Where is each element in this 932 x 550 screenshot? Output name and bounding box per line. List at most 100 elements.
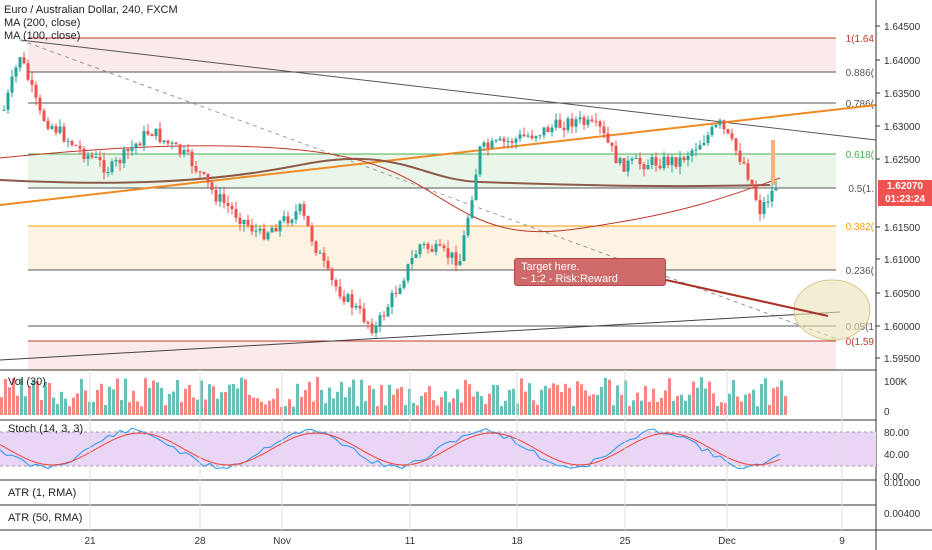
candle-body[interactable] — [118, 160, 122, 164]
candle-body[interactable] — [378, 315, 382, 326]
candle-body[interactable] — [182, 150, 186, 155]
candle-body[interactable] — [774, 188, 778, 191]
candle-body[interactable] — [602, 126, 606, 134]
candle-body[interactable] — [238, 217, 242, 225]
candle-body[interactable] — [506, 141, 510, 143]
target-annotation[interactable]: Target here. ~ 1:2 - Risk:Reward — [514, 258, 666, 286]
candle-body[interactable] — [302, 204, 306, 216]
candle-body[interactable] — [438, 244, 442, 246]
candle-body[interactable] — [482, 142, 486, 147]
candle-body[interactable] — [638, 157, 642, 165]
candle-body[interactable] — [454, 252, 458, 266]
atr1-pane-label[interactable]: ATR (1, RMA) — [8, 487, 77, 499]
candle-body[interactable] — [62, 126, 66, 142]
candle-body[interactable] — [310, 226, 314, 242]
candle-body[interactable] — [194, 166, 198, 172]
candle-body[interactable] — [450, 252, 454, 258]
upper-trendline[interactable] — [19, 39, 877, 141]
candle-body[interactable] — [758, 199, 762, 215]
candle-body[interactable] — [626, 160, 630, 172]
candle-body[interactable] — [154, 128, 158, 137]
candle-body[interactable] — [738, 150, 742, 162]
candle-body[interactable] — [46, 120, 50, 129]
candle-body[interactable] — [366, 321, 370, 324]
candle-body[interactable] — [722, 120, 726, 130]
candle-body[interactable] — [42, 110, 46, 121]
candle-body[interactable] — [418, 244, 422, 255]
candle-body[interactable] — [610, 142, 614, 146]
candle-body[interactable] — [598, 121, 602, 127]
candle-body[interactable] — [134, 143, 138, 148]
candle-body[interactable] — [222, 194, 226, 203]
candle-body[interactable] — [562, 127, 566, 131]
candle-body[interactable] — [706, 135, 710, 144]
candle-body[interactable] — [682, 157, 686, 161]
candle-body[interactable] — [718, 120, 722, 125]
candle-body[interactable] — [458, 260, 462, 266]
candle-body[interactable] — [394, 292, 398, 294]
candle-body[interactable] — [138, 143, 142, 146]
candle-body[interactable] — [754, 185, 758, 200]
target-zone[interactable] — [665, 279, 871, 341]
candle-body[interactable] — [102, 160, 106, 173]
candle-body[interactable] — [390, 292, 394, 307]
candle-body[interactable] — [290, 219, 294, 224]
candle-body[interactable] — [78, 145, 82, 149]
candle-body[interactable] — [654, 157, 658, 166]
candle-body[interactable] — [634, 157, 638, 159]
candle-body[interactable] — [554, 119, 558, 128]
candle-body[interactable] — [490, 140, 494, 149]
candle-body[interactable] — [730, 133, 734, 139]
trendlines[interactable] — [0, 39, 877, 361]
candle-body[interactable] — [614, 145, 618, 164]
candle-body[interactable] — [26, 63, 30, 80]
candle-body[interactable] — [426, 243, 430, 249]
candle-body[interactable] — [466, 217, 470, 236]
candle-body[interactable] — [422, 243, 426, 245]
volume-bars[interactable] — [0, 377, 787, 415]
candle-body[interactable] — [442, 245, 446, 249]
candle-body[interactable] — [254, 230, 258, 232]
candle-body[interactable] — [766, 201, 770, 203]
orange-channel-line[interactable] — [0, 104, 877, 206]
volume-pane-label[interactable]: Vol (30) — [8, 376, 46, 388]
candle-body[interactable] — [534, 136, 538, 139]
candle-body[interactable] — [50, 126, 54, 129]
candle-body[interactable] — [762, 201, 766, 215]
candle-body[interactable] — [166, 140, 170, 144]
candle-body[interactable] — [406, 264, 410, 281]
candle-body[interactable] — [478, 146, 482, 175]
candle-body[interactable] — [326, 260, 330, 269]
candle-body[interactable] — [30, 79, 34, 85]
candle-body[interactable] — [518, 134, 522, 139]
candlesticks[interactable] — [2, 51, 778, 338]
candle-body[interactable] — [190, 151, 194, 167]
candle-body[interactable] — [710, 127, 714, 136]
candle-body[interactable] — [150, 134, 154, 137]
candle-body[interactable] — [282, 216, 286, 221]
candle-body[interactable] — [474, 174, 478, 201]
time-axis[interactable]: 21 28 Nov 11 18 25 Dec 9 — [84, 536, 845, 547]
lower-trendline[interactable] — [0, 311, 841, 361]
candle-body[interactable] — [162, 140, 166, 143]
candle-body[interactable] — [246, 219, 250, 226]
candle-body[interactable] — [318, 252, 322, 254]
candle-body[interactable] — [550, 127, 554, 133]
candle-body[interactable] — [574, 119, 578, 127]
candle-body[interactable] — [398, 287, 402, 294]
ma100-legend[interactable]: MA (100, close) — [4, 30, 81, 42]
candle-body[interactable] — [266, 232, 270, 240]
candle-body[interactable] — [382, 315, 386, 317]
candle-body[interactable] — [122, 149, 126, 164]
candle-body[interactable] — [498, 138, 502, 141]
candle-body[interactable] — [674, 157, 678, 167]
candle-body[interactable] — [10, 76, 14, 93]
candle-body[interactable] — [658, 165, 662, 169]
candle-body[interactable] — [470, 200, 474, 218]
candle-body[interactable] — [126, 149, 130, 152]
candle-body[interactable] — [18, 57, 22, 68]
candle-body[interactable] — [278, 220, 282, 232]
candle-body[interactable] — [322, 252, 326, 261]
candle-body[interactable] — [58, 126, 62, 133]
candle-body[interactable] — [86, 155, 90, 160]
